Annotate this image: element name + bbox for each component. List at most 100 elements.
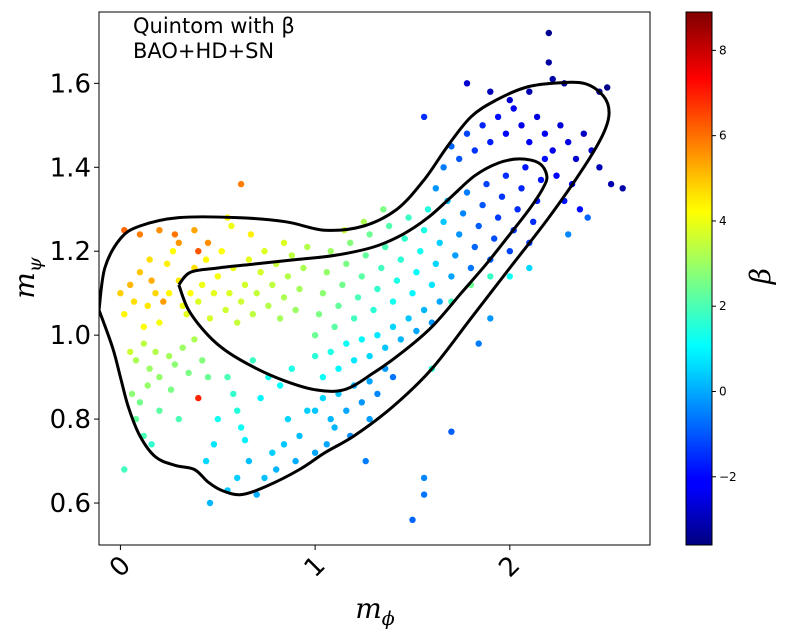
- scatter-point: [163, 260, 171, 267]
- scatter-point: [580, 130, 587, 137]
- scatter-point: [206, 499, 214, 507]
- scatter-point: [160, 298, 167, 305]
- scatter-point: [156, 407, 163, 414]
- scatter-point: [127, 281, 134, 288]
- scatter-point: [152, 348, 159, 356]
- scatter-point: [420, 227, 428, 234]
- scatter-point: [214, 415, 221, 423]
- scatter-point: [167, 386, 175, 393]
- scatter-point: [144, 382, 151, 389]
- scatter-point: [195, 298, 202, 305]
- scatter-point: [467, 264, 475, 272]
- scatter-point: [413, 327, 420, 335]
- y-axis-label: mψ: [8, 256, 46, 299]
- scatter-point: [366, 231, 373, 238]
- scatter-point: [343, 340, 350, 347]
- scatter-point: [171, 361, 179, 368]
- scatter-point: [195, 248, 202, 255]
- scatter-point: [358, 399, 365, 406]
- scatter-point: [339, 281, 346, 288]
- scatter-point: [522, 164, 529, 171]
- scatter-point: [226, 290, 233, 297]
- scatter-point: [487, 315, 494, 322]
- scatter-point: [389, 373, 397, 381]
- scatter-point: [370, 306, 377, 314]
- scatter-point: [228, 222, 235, 230]
- scatter-point: [210, 290, 218, 297]
- scatter-point: [518, 185, 525, 192]
- scatter-point: [249, 311, 256, 318]
- scatter-point: [374, 390, 381, 398]
- scatter-point: [420, 474, 428, 482]
- scatter-point: [191, 227, 198, 234]
- y-tick-label: 1.4: [50, 153, 91, 183]
- colorbar-tick-label: 8: [719, 43, 727, 57]
- x-axis-label: mϕ: [355, 592, 395, 630]
- scatter-point: [179, 344, 186, 351]
- scatter-point: [280, 441, 288, 448]
- scatter-point: [502, 172, 510, 179]
- scatter-point: [327, 248, 334, 255]
- scatter-point: [549, 75, 556, 83]
- scatter-point: [366, 352, 373, 360]
- scatter-point: [121, 311, 128, 318]
- scatter-point: [249, 357, 256, 364]
- colorbar-tick-label: 2: [719, 299, 727, 313]
- scatter-point: [491, 235, 498, 242]
- scatter-point: [311, 352, 319, 360]
- scatter-point: [424, 206, 432, 213]
- scatter-point: [385, 222, 393, 230]
- scatter-point: [366, 378, 373, 385]
- annotation-line-1: Quintom with β: [133, 14, 295, 38]
- scatter-point: [428, 281, 436, 288]
- scatter-point: [530, 218, 537, 225]
- scatter-point: [237, 180, 245, 188]
- scatter-point: [565, 231, 572, 238]
- scatter-point: [537, 176, 545, 184]
- scatter-points: [117, 29, 626, 523]
- scatter-point: [619, 185, 626, 192]
- scatter-point: [323, 441, 330, 448]
- scatter-point: [311, 332, 319, 339]
- colorbar-label: β: [744, 268, 777, 285]
- y-tick-label: 1.0: [50, 321, 91, 351]
- scatter-point: [545, 59, 552, 66]
- scatter-point: [354, 294, 362, 301]
- scatter-point: [311, 449, 319, 456]
- scatter-point: [487, 138, 494, 146]
- scatter-point: [335, 302, 342, 309]
- scatter-point: [409, 516, 416, 523]
- scatter-point: [331, 323, 338, 330]
- scatter-point: [448, 273, 455, 280]
- scatter-point: [265, 302, 272, 309]
- scatter-point: [382, 243, 389, 251]
- colorbar-tick-label: 4: [719, 214, 727, 228]
- y-tick-label: 0.6: [50, 489, 91, 519]
- scatter-point: [261, 248, 268, 255]
- scatter-point: [380, 206, 387, 213]
- y-tick-label: 1.2: [50, 237, 91, 267]
- scatter-point: [350, 357, 358, 364]
- y-tick-label: 1.6: [50, 69, 91, 99]
- scatter-point: [140, 340, 147, 347]
- scatter-point: [319, 290, 327, 297]
- scatter-point: [557, 122, 564, 129]
- scatter-point: [300, 264, 307, 272]
- scatter-point: [350, 315, 358, 322]
- scatter-point: [245, 457, 253, 465]
- scatter-point: [459, 210, 467, 217]
- scatter-point: [526, 264, 533, 272]
- scatter-point: [230, 390, 237, 398]
- scatter-point: [463, 80, 471, 87]
- scatter-point: [456, 231, 463, 238]
- scatter-point: [130, 298, 138, 305]
- scatter-point: [117, 290, 124, 297]
- scatter-point: [284, 273, 292, 280]
- scatter-point: [280, 294, 288, 301]
- scatter-point: [362, 252, 369, 259]
- x-tick-label: 1: [299, 551, 332, 584]
- scatter-point: [604, 84, 611, 91]
- colorbar: [685, 11, 713, 546]
- x-tick-label: 0: [104, 551, 137, 584]
- scatter-point: [204, 239, 212, 246]
